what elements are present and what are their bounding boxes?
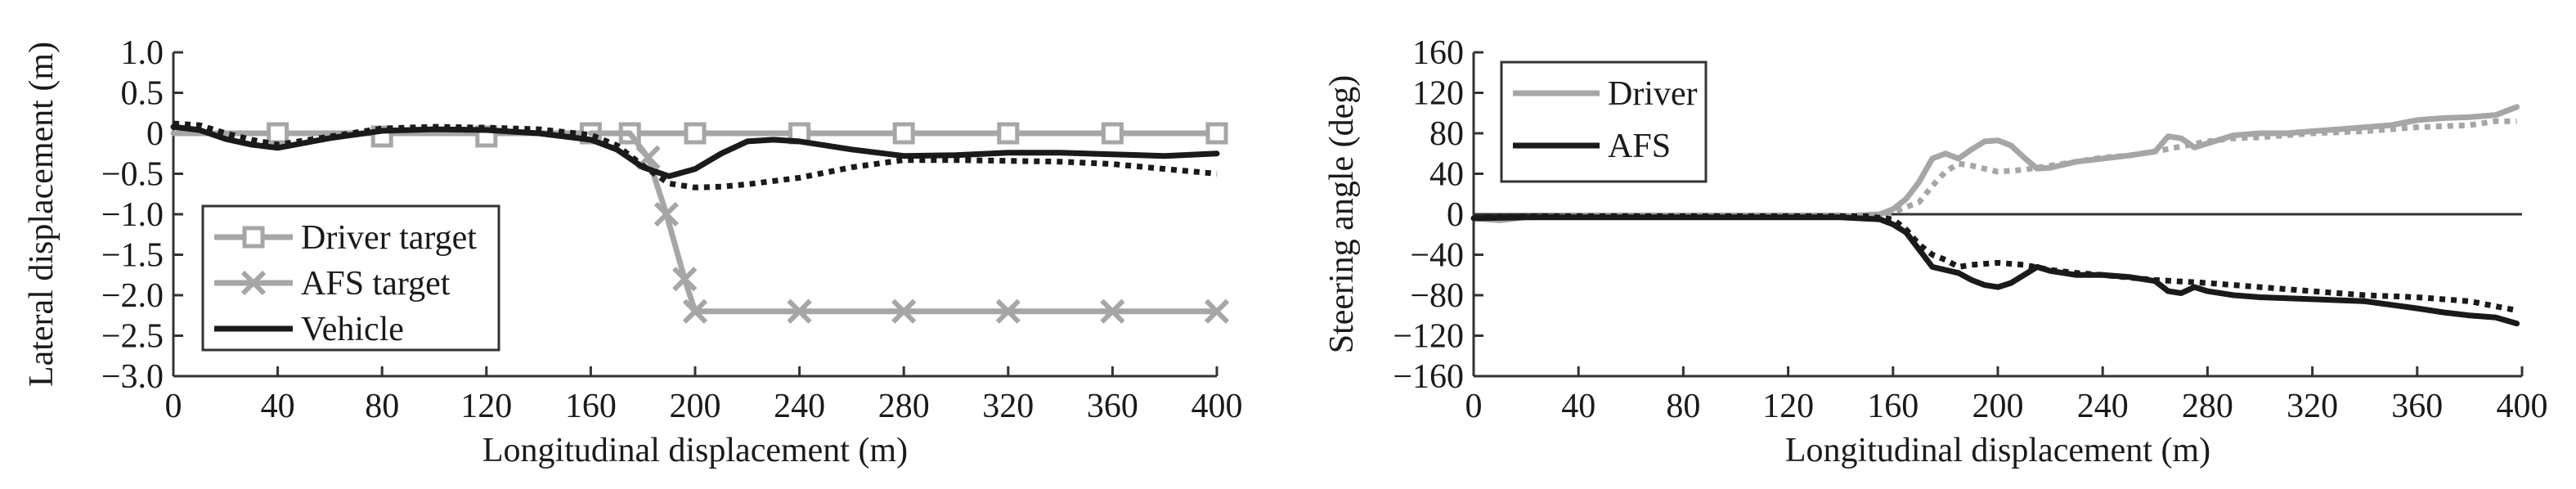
left-y-tick-label: −3.0 bbox=[101, 358, 164, 396]
left-x-tick-label: 120 bbox=[460, 388, 512, 425]
right-x-tick-label: 200 bbox=[1972, 388, 2024, 425]
left-y-tick-label: −0.5 bbox=[101, 156, 164, 194]
left-x-tick-label: 40 bbox=[261, 388, 295, 425]
right-y-tick-label: −40 bbox=[1410, 237, 1464, 275]
right-x-tick-label: 40 bbox=[1561, 388, 1595, 425]
left-legend-label: Vehicle bbox=[301, 311, 404, 348]
right-y-tick-label: −80 bbox=[1410, 277, 1464, 315]
left-x-tick-label: 80 bbox=[365, 388, 399, 425]
right-x-axis-label: Longitudinal displacement (m) bbox=[1785, 432, 2210, 469]
right-x-tick-label: 360 bbox=[2391, 388, 2443, 425]
right-y-tick-label: −120 bbox=[1393, 318, 1464, 356]
right-legend-label: Driver bbox=[1608, 75, 1698, 113]
left-marker-x bbox=[1204, 298, 1230, 324]
left-marker-x bbox=[682, 298, 708, 324]
left-x-tick-label: 200 bbox=[670, 388, 721, 425]
right-x-tick-label: 400 bbox=[2497, 388, 2548, 425]
left-y-tick-label: 1.0 bbox=[121, 34, 164, 72]
right-series-afs bbox=[1470, 214, 2520, 327]
left-ticks: 0 40 80 120 160 200 240 280 320 360 4001.00.50−0.5… bbox=[101, 34, 1243, 425]
left-marker-x bbox=[672, 267, 698, 292]
right-y-axis-label: Steering angle (deg) bbox=[1323, 75, 1361, 354]
right-x-tick-label: 280 bbox=[2182, 388, 2233, 425]
right-x-tick-label: 320 bbox=[2287, 388, 2338, 425]
left-marker-square bbox=[1101, 122, 1124, 145]
right-series bbox=[1470, 104, 2520, 327]
left-legend-label: AFS target bbox=[301, 265, 451, 303]
right-y-tick-label: −160 bbox=[1393, 358, 1464, 396]
lateral-displacement-chart: 0 40 80 120 160 200 240 280 320 360 4001.00.50−0.5… bbox=[23, 34, 1243, 469]
left-series-afs-target bbox=[587, 130, 1220, 315]
left-marker-square bbox=[267, 122, 289, 145]
right-ticks: 0 40 80 120 160 200 240 280 320 360 40016012080400… bbox=[1393, 34, 2547, 425]
left-y-tick-label: −2.0 bbox=[101, 277, 164, 315]
left-x-tick-label: 360 bbox=[1087, 388, 1138, 425]
left-marker-x bbox=[891, 298, 917, 324]
steering-angle-chart: 0 40 80 120 160 200 240 280 320 360 40016012080400… bbox=[1323, 34, 2548, 469]
left-x-tick-label: 0 bbox=[165, 388, 182, 425]
left-legend-label: Driver target bbox=[301, 219, 477, 257]
right-x-tick-label: 80 bbox=[1666, 388, 1700, 425]
left-series bbox=[170, 120, 1230, 324]
right-x-tick-label: 0 bbox=[1465, 388, 1483, 425]
left-marker-x bbox=[787, 298, 812, 324]
left-y-tick-label: −1.0 bbox=[101, 196, 164, 234]
left-marker-x bbox=[995, 298, 1021, 324]
right-y-tick-label: 120 bbox=[1412, 75, 1464, 113]
right-legend: Driver AFS bbox=[1500, 61, 1708, 183]
right-x-tick-label: 240 bbox=[2077, 388, 2129, 425]
left-marker-x bbox=[653, 201, 680, 227]
left-marker-x bbox=[1100, 298, 1125, 324]
left-x-tick-label: 280 bbox=[878, 388, 930, 425]
left-series-dotted-3 bbox=[173, 120, 1218, 191]
right-legend-box bbox=[1500, 61, 1708, 183]
right-x-tick-label: 120 bbox=[1762, 388, 1814, 425]
left-x-tick-label: 320 bbox=[982, 388, 1034, 425]
left-marker-square bbox=[684, 122, 707, 145]
left-y-axis-label: Lateral displacement (m) bbox=[23, 42, 61, 387]
left-x-axis-label: Longitudinal displacement (m) bbox=[482, 432, 908, 469]
left-marker-square bbox=[892, 122, 915, 145]
left-legend: Driver target AFS target Vehicle bbox=[201, 204, 500, 352]
left-series-vehicle bbox=[170, 123, 1220, 179]
left-x-tick-label: 160 bbox=[565, 388, 617, 425]
left-x-tick-label: 240 bbox=[774, 388, 825, 425]
right-y-tick-label: 160 bbox=[1412, 34, 1464, 72]
left-y-tick-label: 0.5 bbox=[121, 75, 164, 113]
left-marker-square bbox=[997, 122, 1020, 145]
left-legend-marker bbox=[240, 270, 267, 296]
right-x-tick-label: 160 bbox=[1867, 388, 1919, 425]
right-legend-label: AFS bbox=[1608, 128, 1671, 165]
right-y-tick-label: 0 bbox=[1447, 196, 1464, 234]
right-series-dotted-3 bbox=[1473, 213, 2518, 314]
left-marker-square bbox=[1205, 122, 1228, 145]
right-y-tick-label: 80 bbox=[1429, 115, 1464, 153]
left-legend-marker bbox=[242, 226, 265, 249]
left-y-tick-label: −2.5 bbox=[101, 318, 164, 356]
left-x-tick-label: 400 bbox=[1192, 388, 1243, 425]
left-y-tick-label: −1.5 bbox=[101, 237, 164, 275]
right-y-tick-label: 40 bbox=[1429, 156, 1464, 194]
left-y-tick-label: 0 bbox=[146, 115, 164, 153]
